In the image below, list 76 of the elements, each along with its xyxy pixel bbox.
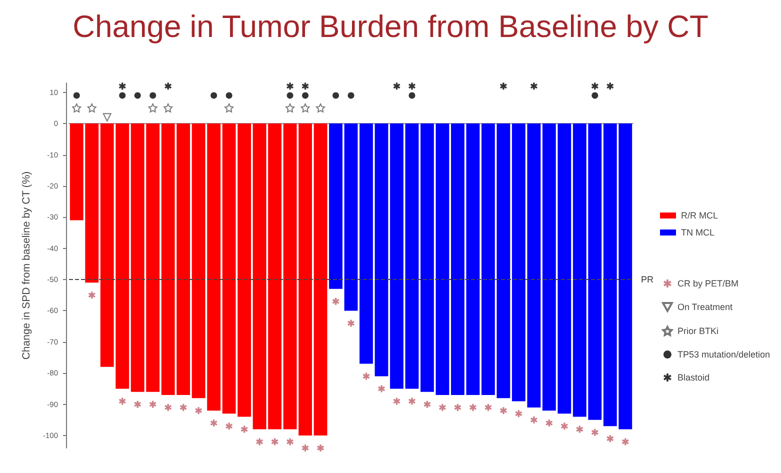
point bbox=[316, 103, 326, 112]
point bbox=[606, 82, 614, 90]
point bbox=[408, 82, 416, 90]
point bbox=[317, 444, 324, 452]
legend-label: TP53 mutation/deletion bbox=[677, 350, 770, 360]
point bbox=[102, 113, 112, 122]
point bbox=[546, 420, 553, 427]
point bbox=[180, 404, 187, 411]
point bbox=[348, 92, 354, 99]
point bbox=[286, 438, 294, 446]
point bbox=[332, 92, 340, 99]
point bbox=[560, 422, 568, 430]
legend-label: CR by PET/BM bbox=[677, 278, 738, 288]
point bbox=[88, 292, 96, 299]
point bbox=[300, 103, 310, 112]
point bbox=[286, 92, 294, 99]
point bbox=[378, 385, 385, 392]
legend-label: Blastoid bbox=[677, 372, 710, 382]
point bbox=[393, 398, 400, 405]
point bbox=[362, 372, 370, 380]
point bbox=[438, 404, 446, 411]
point bbox=[302, 92, 309, 99]
point bbox=[118, 398, 126, 405]
point bbox=[118, 82, 126, 90]
point bbox=[592, 92, 598, 99]
point bbox=[210, 92, 218, 99]
point bbox=[226, 422, 233, 430]
point bbox=[256, 438, 264, 446]
point bbox=[348, 320, 354, 327]
point bbox=[164, 103, 173, 112]
point bbox=[484, 404, 492, 411]
point bbox=[87, 103, 96, 112]
point bbox=[226, 92, 232, 99]
point bbox=[134, 400, 142, 408]
legend-label: On Treatment bbox=[677, 302, 733, 312]
point bbox=[302, 82, 309, 90]
point bbox=[469, 404, 476, 411]
point bbox=[224, 103, 234, 112]
point bbox=[72, 103, 82, 112]
point bbox=[591, 82, 598, 90]
point bbox=[286, 82, 294, 90]
point bbox=[500, 82, 507, 90]
y-axis-title: Change in SPD from baseline by CT (%) bbox=[20, 171, 33, 360]
point bbox=[134, 92, 141, 99]
point bbox=[73, 92, 80, 99]
point bbox=[195, 407, 202, 414]
point bbox=[148, 103, 158, 112]
legend-label: R/R MCL bbox=[681, 210, 718, 220]
point bbox=[240, 426, 248, 433]
point bbox=[622, 438, 629, 446]
point bbox=[530, 82, 538, 90]
legend-label: TN MCL bbox=[681, 228, 714, 238]
point bbox=[500, 407, 507, 414]
point bbox=[150, 92, 156, 99]
point bbox=[424, 400, 431, 408]
point bbox=[515, 410, 522, 418]
point bbox=[530, 416, 538, 424]
chart-title: Change in Tumor Burden from Baseline by CT bbox=[72, 9, 708, 44]
point bbox=[576, 426, 584, 433]
point bbox=[302, 444, 309, 452]
point bbox=[606, 435, 614, 442]
point bbox=[286, 103, 295, 112]
point bbox=[454, 404, 462, 411]
point bbox=[271, 438, 278, 446]
point bbox=[332, 298, 340, 305]
point bbox=[393, 82, 400, 90]
point bbox=[164, 82, 172, 90]
point bbox=[149, 400, 156, 408]
point bbox=[164, 404, 172, 411]
point bbox=[408, 92, 416, 99]
point bbox=[591, 428, 598, 436]
point bbox=[408, 398, 416, 405]
legend-label: Prior BTKi bbox=[677, 326, 718, 336]
point bbox=[210, 420, 218, 427]
ref-line-label: PR bbox=[641, 274, 654, 285]
point bbox=[119, 92, 126, 99]
